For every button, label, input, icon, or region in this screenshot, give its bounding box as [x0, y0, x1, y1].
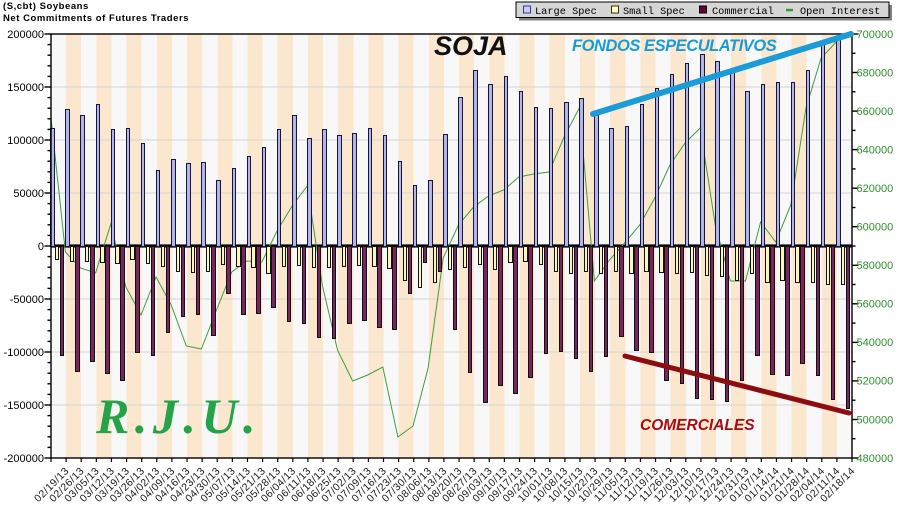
- svg-text:(S,cbt) Soybeans: (S,cbt) Soybeans: [3, 1, 89, 12]
- svg-text:100000: 100000: [7, 135, 44, 147]
- svg-text:Large Spec: Large Spec: [535, 6, 597, 18]
- svg-text:580000: 580000: [857, 260, 894, 272]
- svg-text:Net Commitments of Futures Tra: Net Commitments of Futures Traders: [3, 13, 189, 24]
- svg-text:Open Interest: Open Interest: [800, 6, 880, 18]
- svg-text:600000: 600000: [857, 222, 894, 234]
- svg-text:FONDOS ESPECULATIVOS: FONDOS ESPECULATIVOS: [572, 37, 777, 55]
- svg-text:-50000: -50000: [10, 294, 44, 306]
- svg-text:150000: 150000: [7, 82, 44, 94]
- svg-text:480000: 480000: [857, 453, 894, 465]
- svg-text:Commercial: Commercial: [712, 6, 774, 18]
- svg-text:620000: 620000: [857, 183, 894, 195]
- svg-text:-100000: -100000: [4, 347, 44, 359]
- svg-text:200000: 200000: [7, 29, 44, 41]
- svg-text:660000: 660000: [857, 106, 894, 118]
- svg-text:500000: 500000: [857, 414, 894, 426]
- svg-text:680000: 680000: [857, 67, 894, 79]
- svg-text:Small Spec: Small Spec: [623, 6, 685, 18]
- svg-text:700000: 700000: [857, 29, 894, 41]
- svg-text:-200000: -200000: [4, 453, 44, 465]
- svg-text:SOJA: SOJA: [434, 31, 508, 61]
- svg-text:520000: 520000: [857, 376, 894, 388]
- svg-text:R.J.U.: R.J.U.: [95, 388, 261, 444]
- svg-text:640000: 640000: [857, 144, 894, 156]
- svg-text:560000: 560000: [857, 299, 894, 311]
- svg-text:50000: 50000: [13, 188, 44, 200]
- svg-text:0: 0: [38, 241, 44, 253]
- svg-text:540000: 540000: [857, 337, 894, 349]
- svg-text:COMERCIALES: COMERCIALES: [640, 417, 755, 434]
- svg-text:-150000: -150000: [4, 400, 44, 412]
